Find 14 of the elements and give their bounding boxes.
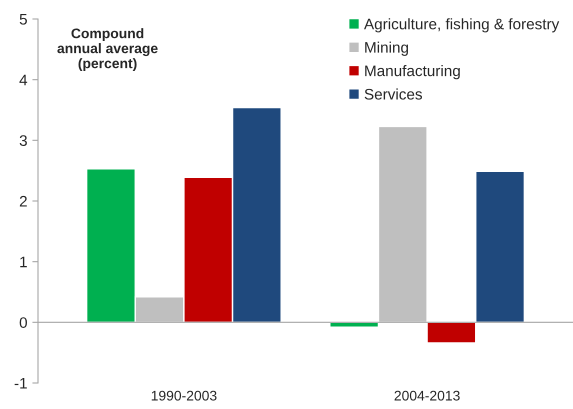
y-tick-label: 0 [20,317,27,328]
legend-label: Agriculture, fishing & forestry [364,18,560,32]
legend-label: Manufacturing [365,65,460,80]
y-tick-label: 2 [20,196,27,207]
y-tick-label: -1 [14,378,27,389]
x-tick-label: 1990-2003 [152,390,217,401]
y-tick-label: 1 [20,256,27,268]
legend-label: Mining [365,42,408,56]
x-tick-label: 2004-2013 [394,390,460,401]
legend-label: Services [364,88,422,100]
y-tick-label: 3 [20,135,27,146]
y-tick-label: 4 [19,74,28,86]
annotation: Compound annual average (percent) [57,28,158,72]
y-tick-label: 5 [20,14,27,25]
